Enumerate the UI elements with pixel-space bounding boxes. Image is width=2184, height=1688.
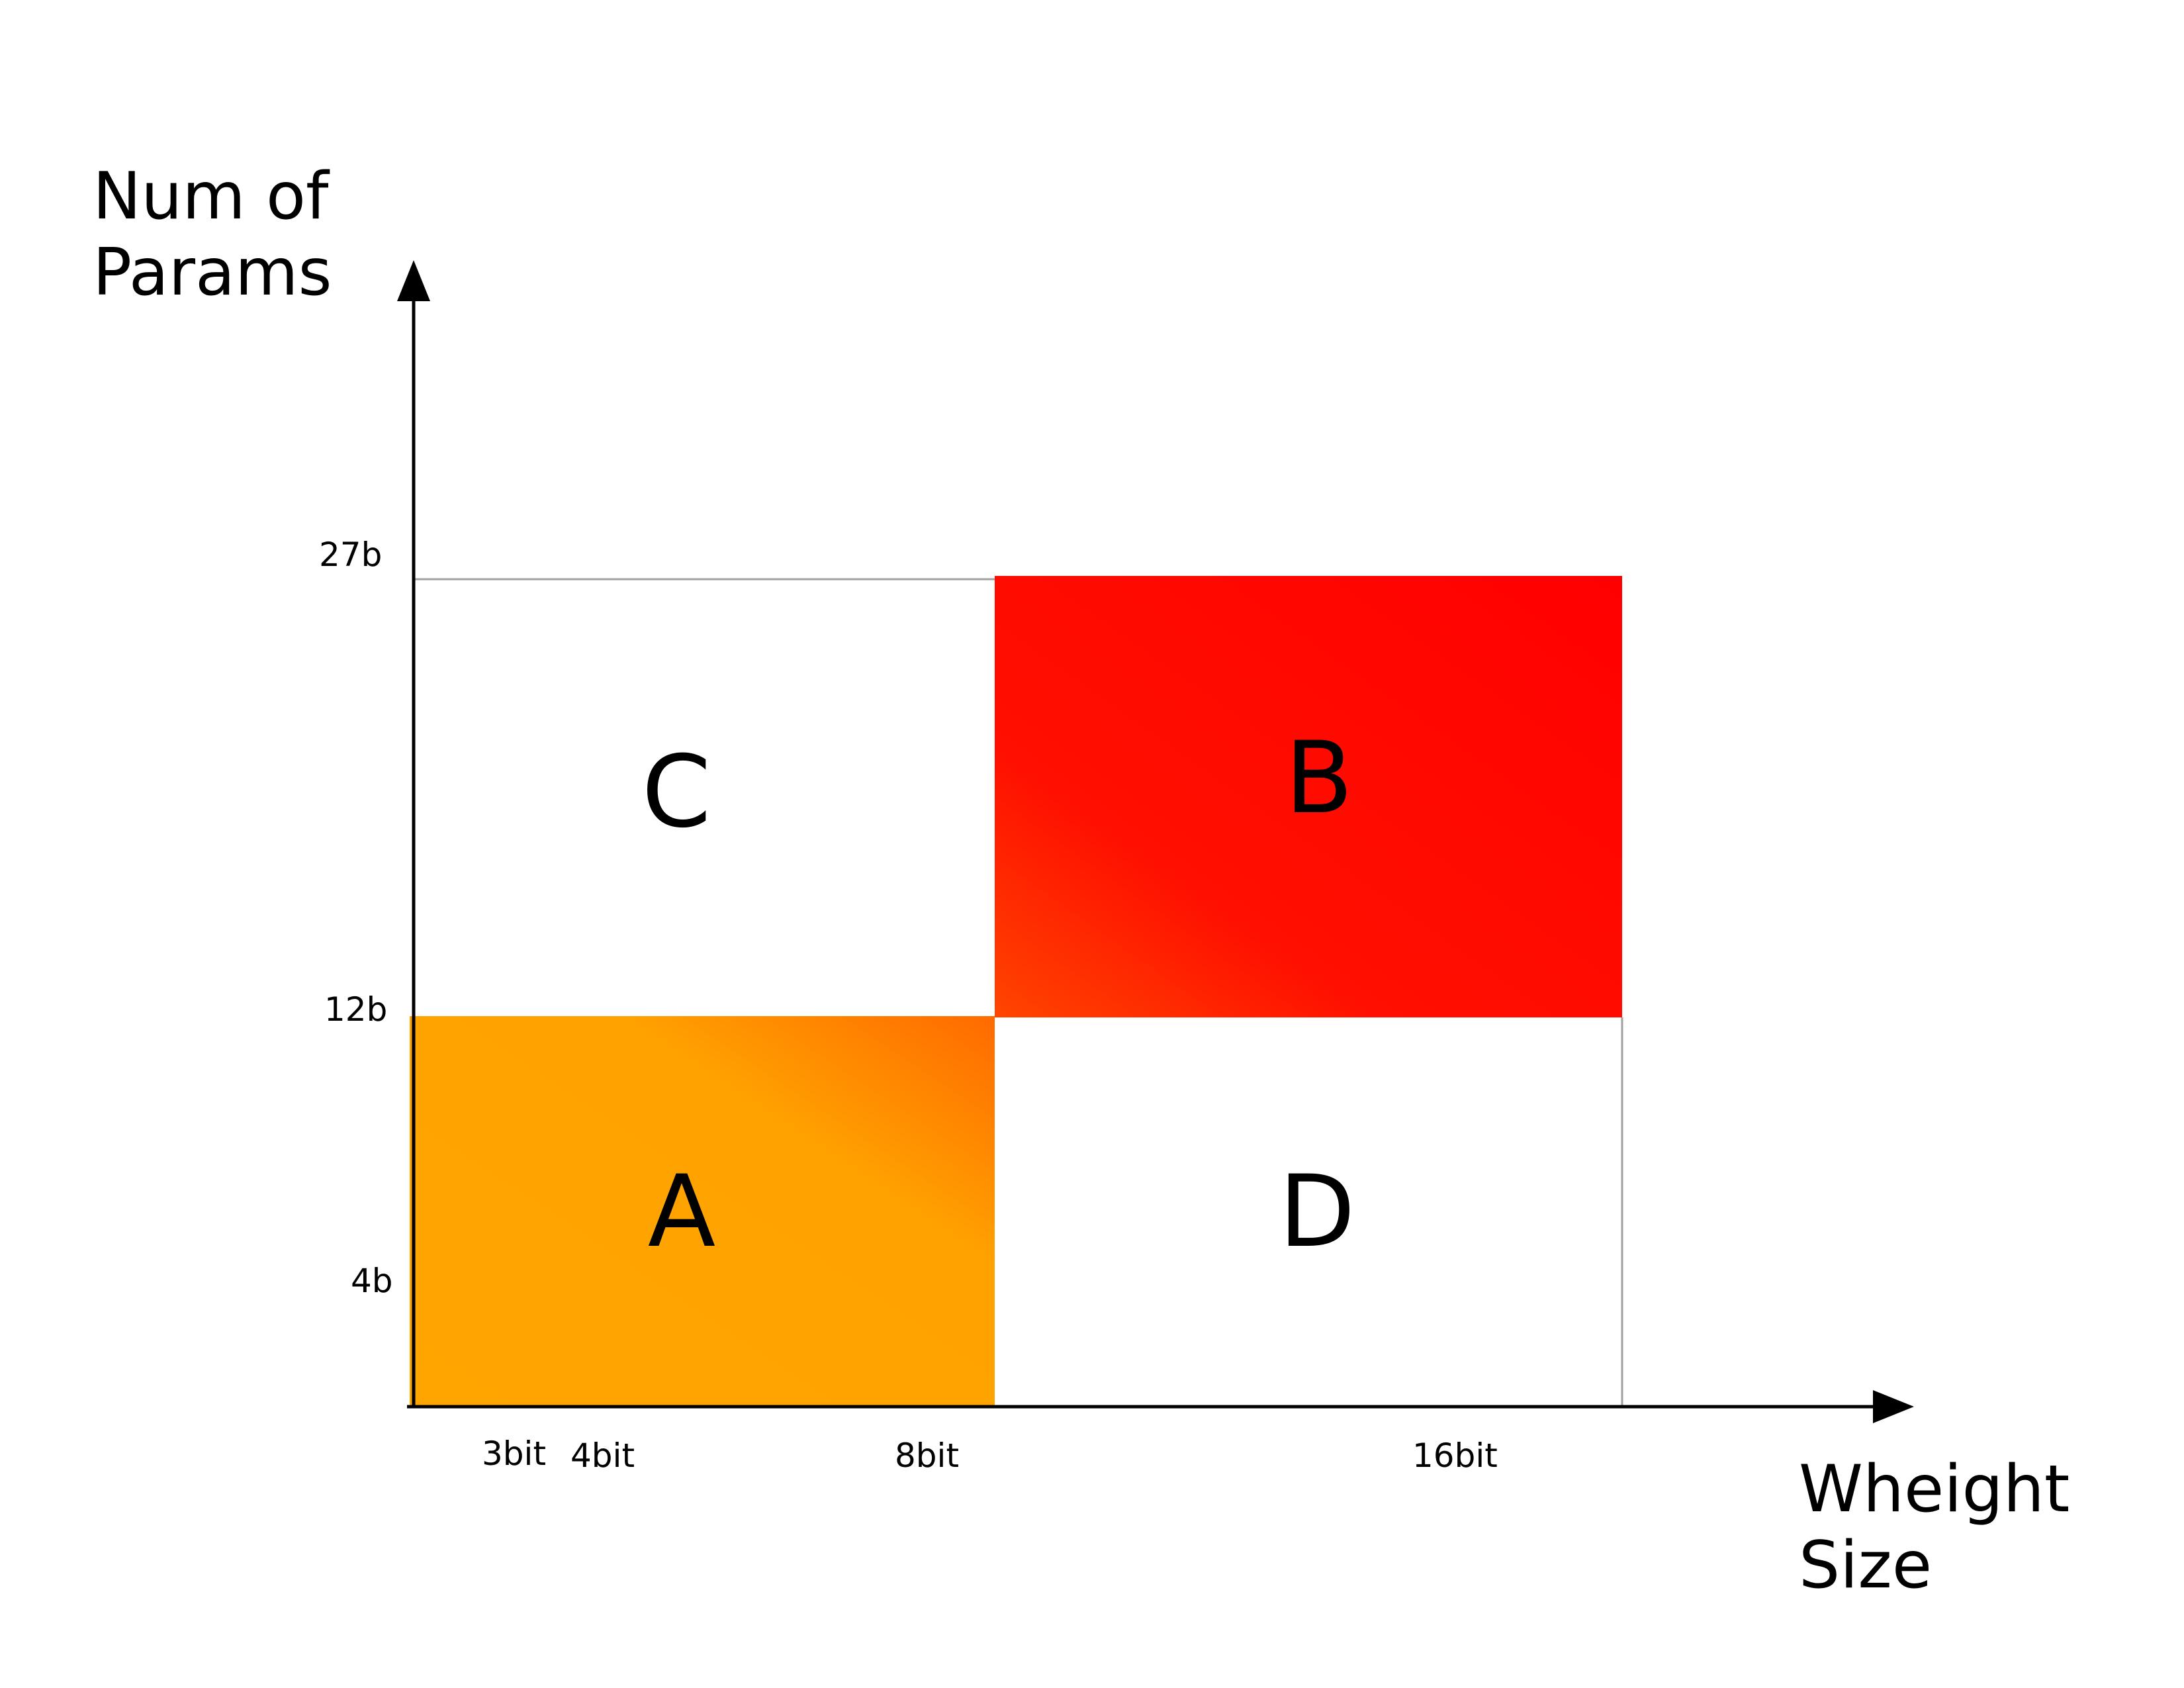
quadrant-c-box xyxy=(414,579,995,1016)
quadrant-b-label: B xyxy=(1285,721,1353,836)
x-axis-title-line-1: Wheight xyxy=(1799,1452,2070,1527)
x-tick-3bit: 3bit xyxy=(482,1434,546,1473)
y-axis-title-line-1: Num of xyxy=(93,159,330,234)
quadrant-d-box xyxy=(995,1016,1622,1407)
y-tick-4b: 4b xyxy=(351,1262,393,1300)
y-axis-title: Num of Params xyxy=(93,159,349,310)
quadrant-d-label: D xyxy=(1279,1154,1355,1270)
x-tick-16bit: 16bit xyxy=(1412,1436,1498,1475)
y-axis-arrow-icon xyxy=(397,260,430,301)
quadrant-b-box xyxy=(995,576,1622,1017)
x-tick-8bit: 8bit xyxy=(895,1436,959,1475)
quadrant-c-label: C xyxy=(642,735,711,850)
y-tick-27b: 27b xyxy=(319,536,382,574)
quadrant-a-label: A xyxy=(648,1154,716,1270)
x-axis-title: Wheight Size xyxy=(1799,1452,2090,1603)
quadrant-a-box xyxy=(410,1016,995,1407)
x-axis-title-line-2: Size xyxy=(1799,1528,1932,1603)
y-axis-title-line-2: Params xyxy=(93,235,332,310)
x-tick-4bit: 4bit xyxy=(570,1436,635,1475)
x-axis-arrow-icon xyxy=(1873,1390,1914,1423)
y-tick-12b: 12b xyxy=(324,990,387,1029)
